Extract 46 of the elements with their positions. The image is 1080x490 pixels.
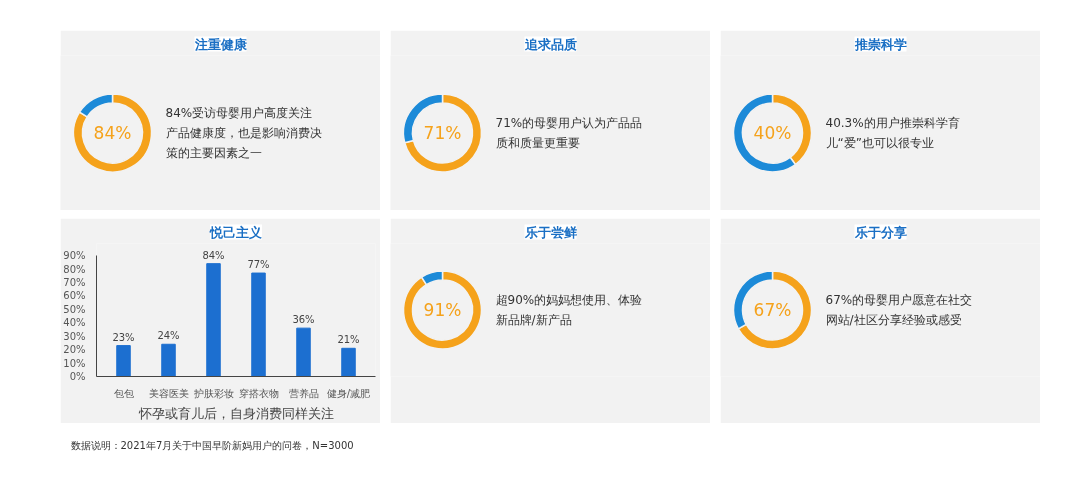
data-label: 84%: [93, 123, 132, 143]
data-label: 24%: [157, 330, 180, 342]
x-tick-label: 美容医美: [148, 387, 189, 399]
bar: [251, 272, 266, 377]
data-label: 21%: [337, 334, 360, 346]
y-tick-label: 0%: [69, 371, 86, 382]
y-tick-label: 10%: [63, 357, 86, 369]
text: 追求品质: [523, 36, 577, 52]
text: 数据说明：2021年7月关于中国早阶新妈用户的问卷，N=3000: [70, 440, 354, 451]
text: 67%的母婴用户愿意在社交网站/社区分享经验或感受: [825, 293, 973, 327]
text: 推崇科学: [853, 36, 907, 52]
x-tick-label: 包包: [113, 387, 134, 399]
x-tick-label: 穿搭衣物: [238, 387, 279, 399]
x-axis-title: 怀孕或育儿后，自身消费同样关注: [137, 405, 334, 421]
text: 84%受访母婴用户高度关注产品健康度，也是影响消费决策的主要因素之一: [165, 106, 322, 160]
y-tick-label: 90%: [63, 250, 86, 262]
x-tick-label: 护肤彩妆: [192, 387, 234, 399]
text: 40.3%的用户推崇科学育儿“爱”也可以很专业: [825, 116, 960, 150]
bar: [341, 347, 356, 377]
text: 乐于尝鲜: [523, 224, 577, 240]
text: 乐于分享: [853, 224, 907, 240]
data-label: 91%: [423, 300, 462, 320]
data-label: 40%: [753, 123, 792, 143]
y-tick-label: 70%: [63, 276, 86, 288]
chart-title: 悦己主义: [209, 224, 263, 240]
data-label: 23%: [112, 331, 135, 343]
y-tick-label: 60%: [63, 290, 86, 302]
y-tick-label: 40%: [63, 317, 86, 329]
data-label: 67%: [753, 300, 792, 320]
text: 71%的母婴用户认为产品品质和质量更重要: [495, 116, 643, 150]
text: 超90%的妈妈想使用、体验新品牌/新产品: [495, 293, 643, 327]
bar: [206, 263, 221, 377]
y-tick-label: 50%: [63, 303, 86, 315]
bar: [161, 343, 176, 377]
bar: [296, 327, 311, 377]
bar: [116, 345, 131, 377]
y-tick-label: 80%: [63, 263, 86, 275]
data-label: 71%: [423, 123, 462, 143]
data-label: 77%: [247, 259, 270, 271]
x-tick-label: 健身/减肥: [326, 387, 371, 399]
data-label: 84%: [202, 249, 225, 261]
x-tick-label: 营养品: [288, 387, 319, 399]
text: 注重健康: [193, 36, 248, 52]
data-label: 36%: [292, 314, 315, 326]
y-tick-label: 30%: [63, 330, 86, 342]
y-tick-label: 20%: [63, 344, 86, 356]
